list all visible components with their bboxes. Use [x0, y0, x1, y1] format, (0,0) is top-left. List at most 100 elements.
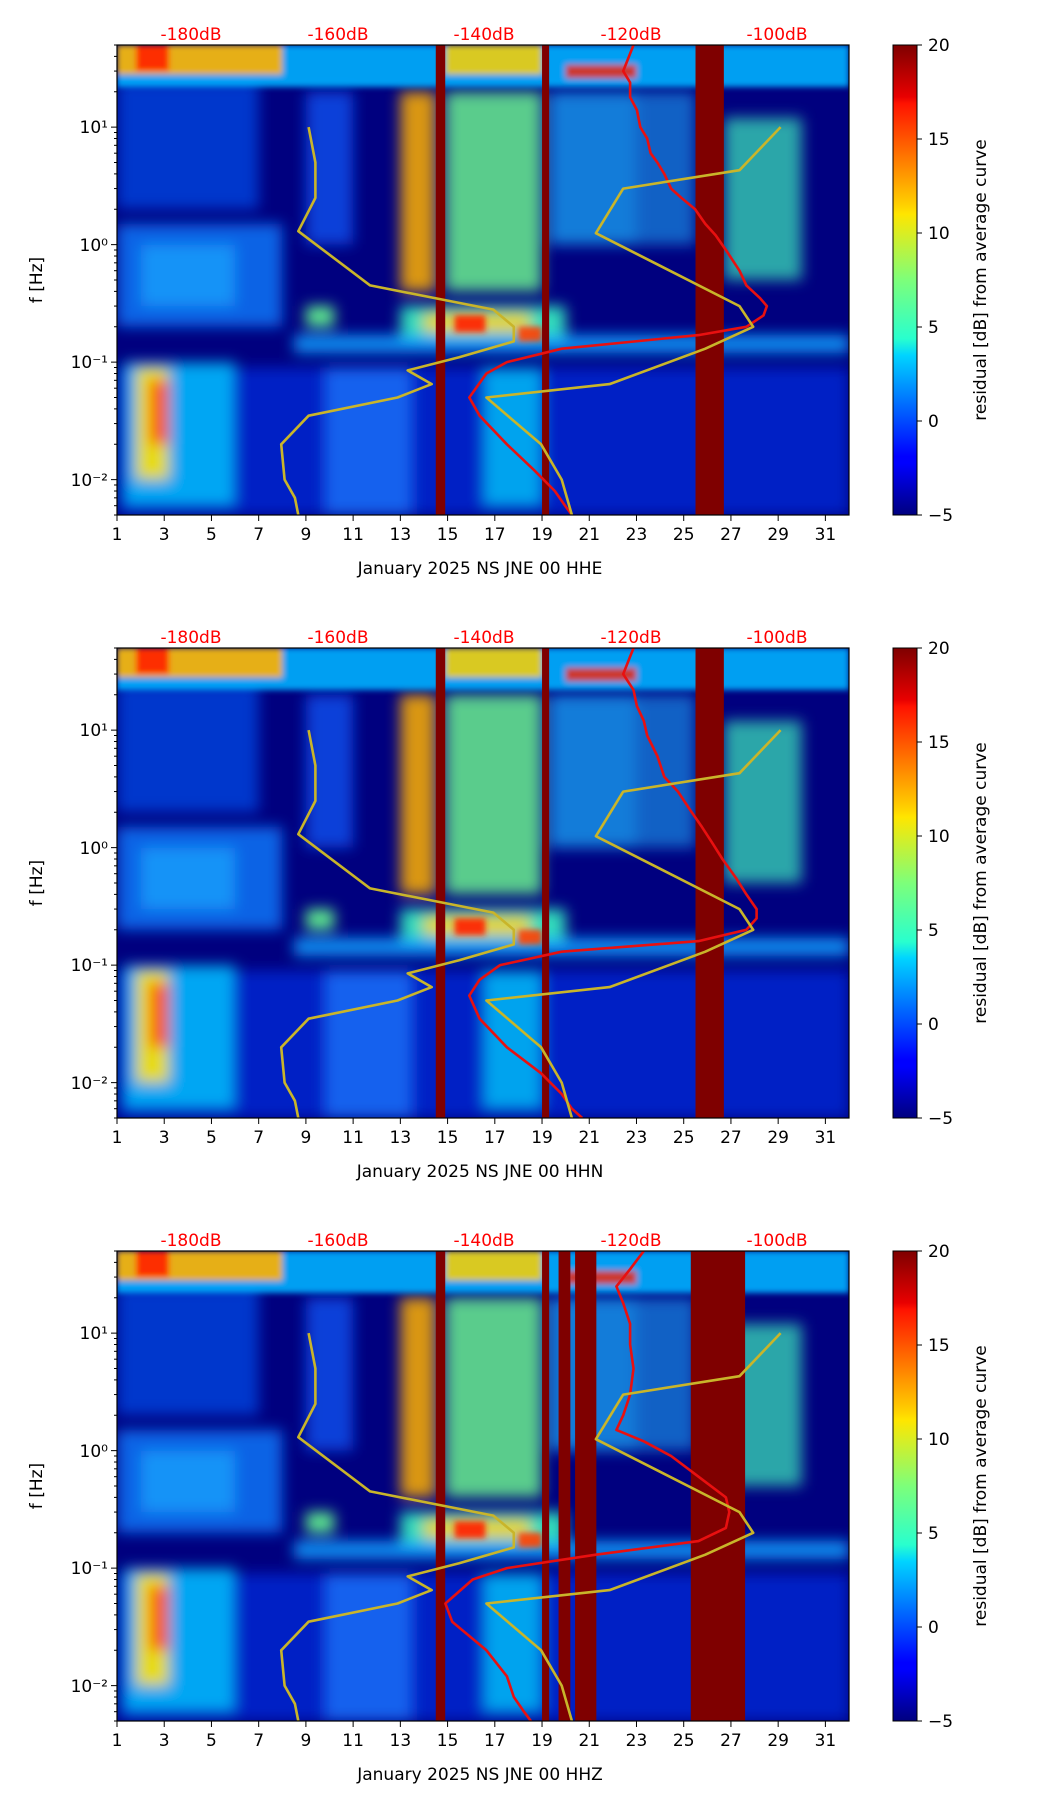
- x-tick-label: 19: [531, 1731, 553, 1751]
- heatmap-band: [294, 938, 849, 956]
- saturated-day-column: [435, 45, 446, 515]
- y-axis-label: f [Hz]: [27, 1463, 47, 1509]
- noise-model-curve: [279, 126, 516, 515]
- noise-model-curve: [485, 1332, 782, 1721]
- x-tick-label: 29: [767, 1731, 789, 1751]
- y-tick-label: 10¹: [80, 1324, 108, 1344]
- top-db-label: -180dB: [160, 628, 221, 648]
- heatmap-band: [565, 64, 637, 79]
- x-tick-label: 23: [626, 1128, 648, 1148]
- x-tick-label: 21: [578, 1128, 600, 1148]
- spectrogram-plot-area: [117, 1251, 849, 1721]
- psd-curve: [467, 45, 769, 515]
- heatmap-band: [454, 918, 486, 936]
- noise-model-curve: [279, 1332, 516, 1721]
- heatmap-band: [117, 683, 259, 813]
- heatmap-band: [135, 1251, 169, 1278]
- top-db-axis: -180dB -160dB -140dB -120dB -100dB: [160, 25, 807, 45]
- heatmap-band: [135, 45, 169, 72]
- x-tick-label: 25: [673, 1128, 695, 1148]
- heatmap-band: [324, 970, 413, 1118]
- x-tick-label: 27: [720, 1128, 742, 1148]
- x-tick-label: 15: [437, 1128, 459, 1148]
- y-tick-label: 10⁰: [80, 839, 109, 859]
- colorbar-tick-label: 0: [928, 412, 939, 432]
- y-axis-ticks: 10⁻² 10⁻¹ 10⁰ 10¹: [71, 1250, 117, 1722]
- y-tick-label: 10⁰: [80, 1442, 109, 1462]
- top-db-axis: -180dB -160dB -140dB -120dB -100dB: [160, 1231, 807, 1251]
- colorbar-tick-label: 15: [928, 733, 950, 753]
- x-tick-label: 9: [300, 525, 311, 545]
- colorbar-tick-label: 20: [928, 639, 950, 659]
- x-tick-label: 7: [253, 1731, 264, 1751]
- x-tick-label: 19: [531, 1128, 553, 1148]
- y-tick-label: 10¹: [80, 118, 108, 138]
- heatmap-band: [305, 694, 354, 848]
- x-tick-label: 1: [112, 525, 123, 545]
- heatmap-band: [150, 983, 169, 1048]
- heatmap-band: [294, 335, 849, 353]
- spectrogram-panel-hhe: 1 3 5 7 9 11 13 15 17 19 21 23 25 27 29 31 10⁻² 10⁻¹ 10…: [27, 25, 991, 579]
- x-tick-label: 23: [626, 1731, 648, 1751]
- x-tick-label: 17: [484, 1731, 506, 1751]
- x-tick-label: 25: [673, 1731, 695, 1751]
- x-tick-label: 31: [815, 525, 837, 545]
- heatmap-band: [324, 1573, 413, 1721]
- x-tick-label: 17: [484, 525, 506, 545]
- saturated-day-column: [575, 1251, 597, 1721]
- x-tick-label: 7: [253, 1128, 264, 1148]
- saturated-day-column: [695, 648, 724, 1118]
- x-tick-label: 13: [390, 1128, 412, 1148]
- saturated-day-column: [542, 45, 550, 515]
- y-axis-ticks: 10⁻² 10⁻¹ 10⁰ 10¹: [71, 647, 117, 1119]
- heatmap-band: [518, 326, 543, 342]
- heatmap-band: [140, 1450, 236, 1513]
- spectrogram-panel-hhn: 1 3 5 7 9 11 13 15 17 19 21 23 25 27 29 31 10⁻² 10⁻¹ 10…: [27, 628, 991, 1182]
- y-axis-label: f [Hz]: [27, 860, 47, 906]
- heatmap-band: [294, 1541, 849, 1559]
- y-tick-label: 10⁻²: [71, 1677, 108, 1697]
- colorbar-tick-label: 15: [928, 1336, 950, 1356]
- saturated-day-column: [435, 1251, 446, 1721]
- heatmap-band: [723, 720, 802, 883]
- top-db-label: -100dB: [746, 628, 807, 648]
- top-db-label: -120dB: [600, 628, 661, 648]
- x-tick-label: 3: [159, 1731, 170, 1751]
- top-db-label: -120dB: [600, 25, 661, 45]
- x-tick-label: 29: [767, 1128, 789, 1148]
- colorbar-tick-label: 10: [928, 827, 950, 847]
- heatmap-energy-layer: [117, 683, 849, 1118]
- x-tick-label: 5: [206, 525, 217, 545]
- x-tick-label: 11: [342, 1128, 364, 1148]
- heatmap-band: [445, 91, 543, 292]
- heatmap-band: [445, 694, 543, 895]
- noise-model-curve: [279, 729, 516, 1118]
- colorbar: −5 0 5 10 15 20 residual [dB] from avera…: [892, 1242, 991, 1732]
- colorbar-tick-label: 20: [928, 1242, 950, 1262]
- top-db-label: -100dB: [746, 25, 807, 45]
- heatmap-band: [400, 1297, 436, 1498]
- colorbar: −5 0 5 10 15 20 residual [dB] from avera…: [892, 639, 991, 1129]
- x-tick-label: 21: [578, 1731, 600, 1751]
- colorbar-tick-label: 5: [928, 921, 939, 941]
- heatmap-band: [135, 648, 169, 675]
- noise-model-curve: [485, 729, 782, 1118]
- x-tick-label: 15: [437, 1731, 459, 1751]
- x-tick-label: 17: [484, 1128, 506, 1148]
- x-tick-label: 31: [815, 1731, 837, 1751]
- colorbar-tick-label: −5: [928, 1712, 953, 1732]
- y-tick-label: 10⁰: [80, 236, 109, 256]
- colorbar-ticks: −5 0 5 10 15 20: [917, 36, 953, 526]
- colorbar-tick-label: −5: [928, 506, 953, 526]
- heatmap-band: [445, 1251, 543, 1281]
- x-axis-label: January 2025 NS JNE 00 HHN: [356, 1162, 604, 1182]
- heatmap-band: [324, 367, 413, 515]
- colorbar-gradient: [892, 647, 918, 1119]
- heatmap-band: [150, 1586, 169, 1651]
- x-tick-label: 27: [720, 1731, 742, 1751]
- heatmap-band: [305, 1512, 335, 1533]
- x-tick-label: 21: [578, 525, 600, 545]
- heatmap-band: [305, 1297, 354, 1451]
- y-axis-label: f [Hz]: [27, 257, 47, 303]
